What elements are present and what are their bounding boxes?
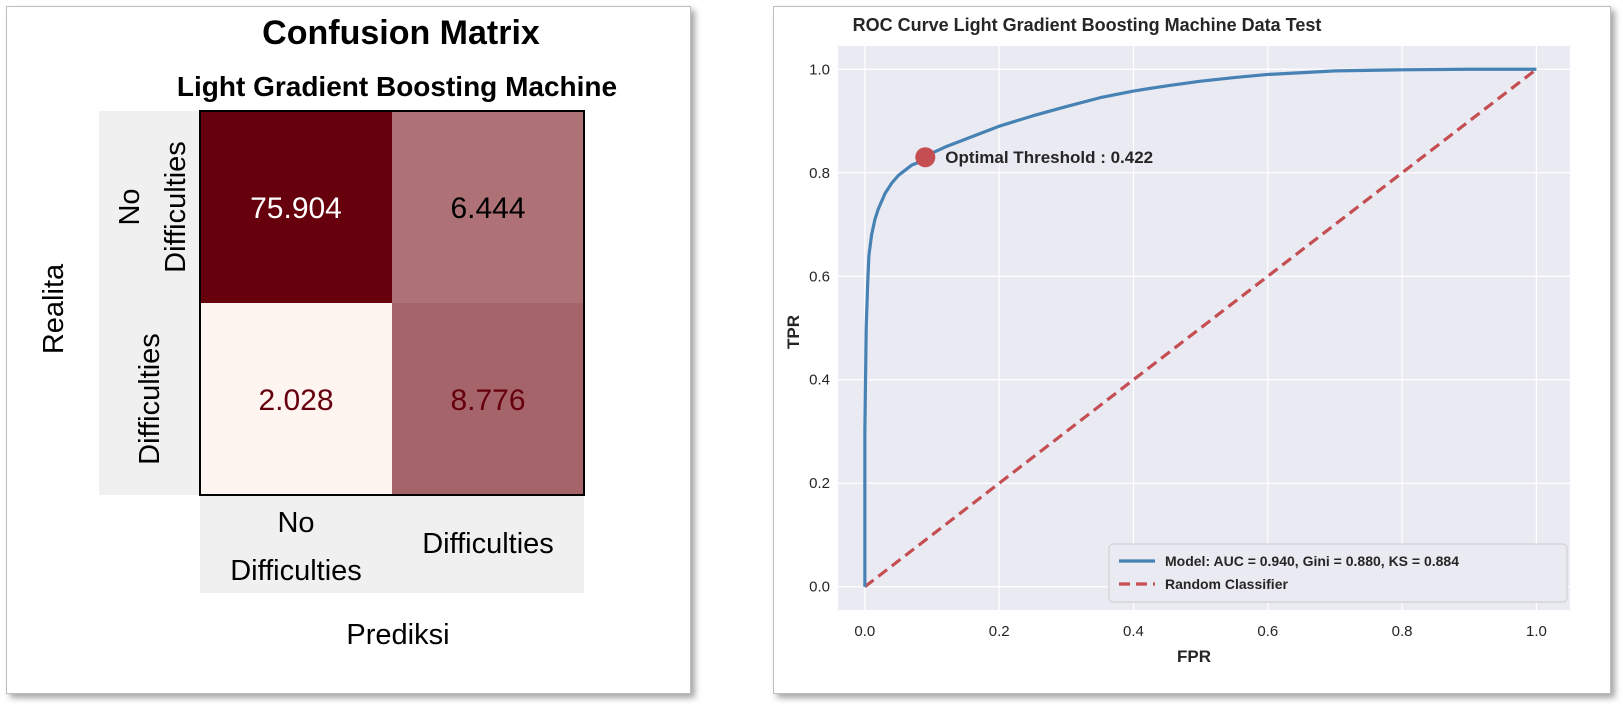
plot-area [838, 46, 1570, 610]
optimal-threshold-label: Optimal Threshold : 0.422 [945, 148, 1153, 167]
y-tick-label: 0.2 [809, 475, 830, 492]
cm-x-tick-label: Difficulties [230, 555, 362, 587]
confusion-matrix-panel: Confusion Matrix Light Gradient Boosting… [6, 6, 691, 694]
roc-ylabel: TPR [784, 315, 803, 349]
x-tick-label: 0.4 [1123, 623, 1144, 640]
cm-ylabel: Realita [38, 263, 70, 354]
y-tick-background [99, 111, 200, 495]
roc-xlabel: FPR [1177, 647, 1211, 666]
cm-x-tick-label: Difficulties [422, 528, 554, 560]
cm-y-tick-label: Difficulties [134, 333, 166, 465]
cm-xlabel: Prediksi [346, 619, 449, 651]
cm-cell-r0-c0 [200, 111, 392, 303]
cm-y-tick-label: No [114, 188, 146, 225]
roc-title: ROC Curve Light Gradient Boosting Machin… [853, 15, 1322, 35]
x-tick-label: 0.8 [1392, 623, 1413, 640]
optimal-threshold-marker [915, 147, 936, 168]
cm-y-tick-label: Difficulties [160, 141, 192, 273]
x-tick-background [200, 495, 584, 593]
cm-cell-label-r0-c0: 75.904 [250, 192, 342, 225]
y-tick-label: 0.6 [809, 268, 830, 285]
y-tick-label: 0.4 [809, 372, 830, 389]
cm-border [199, 110, 585, 496]
random-classifier-line [863, 68, 1538, 588]
x-tick-label: 0.0 [854, 623, 875, 640]
roc-curve-panel: ROC Curve Light Gradient Boosting Machin… [773, 6, 1611, 694]
legend-box [1108, 543, 1568, 603]
confusion-matrix-chart: Confusion Matrix Light Gradient Boosting… [38, 14, 617, 651]
x-tick-label: 0.6 [1257, 623, 1278, 640]
model-roc-line [863, 67, 1537, 587]
roc-curve-chart: ROC Curve Light Gradient Boosting Machin… [784, 15, 1570, 666]
y-tick-label: 0.8 [809, 165, 830, 182]
y-tick-label: 1.0 [809, 61, 830, 78]
cm-cell-label-r0-c1: 6.444 [450, 192, 525, 225]
y-tick-label: 0.0 [809, 579, 830, 596]
cm-subtitle: Light Gradient Boosting Machine [177, 71, 617, 102]
cm-cell-label-r1-c1: 8.776 [450, 384, 525, 417]
cm-cell-r1-c0 [200, 303, 392, 495]
cm-x-tick-label: No [277, 507, 314, 539]
x-tick-label: 0.2 [989, 623, 1010, 640]
legend-label: Model: AUC = 0.940, Gini = 0.880, KS = 0… [1165, 553, 1459, 569]
cm-cell-r0-c1 [392, 111, 584, 303]
cm-cell-label-r1-c0: 2.028 [258, 384, 333, 417]
legend-label: Random Classifier [1165, 576, 1288, 592]
cm-cell-r1-c1 [392, 303, 584, 495]
cm-title: Confusion Matrix [262, 14, 540, 52]
x-tick-label: 1.0 [1526, 623, 1547, 640]
